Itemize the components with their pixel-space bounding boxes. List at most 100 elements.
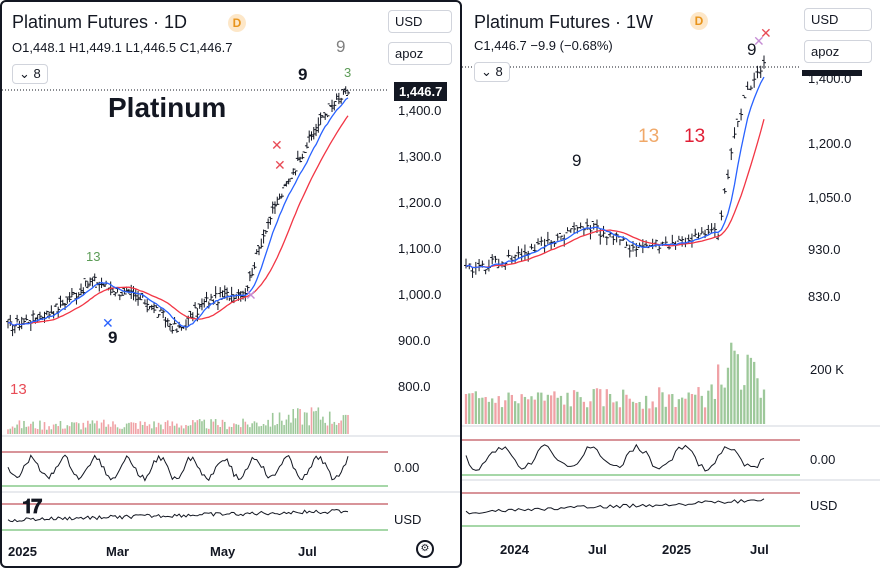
signal-marker-icon: ✕ bbox=[245, 287, 257, 303]
volume-bar bbox=[641, 408, 644, 424]
volume-bar bbox=[703, 407, 707, 424]
volume-bar bbox=[615, 401, 618, 424]
volume-bar bbox=[671, 394, 674, 424]
volume-bar bbox=[139, 421, 142, 434]
volume-bar bbox=[464, 394, 468, 424]
volume-bar bbox=[271, 412, 274, 434]
right-indicator-count: 8 bbox=[495, 64, 503, 79]
volume-bar bbox=[11, 426, 14, 434]
settings-gear-icon[interactable]: ⚙ bbox=[416, 540, 434, 558]
right-chart-panel[interactable]: 9 13 13 9 ✕ ✕ Platinum Futures · 1W D C1,446.… bbox=[462, 0, 880, 568]
td-sequential-label: 13 bbox=[86, 249, 100, 264]
volume-bar bbox=[569, 406, 572, 424]
right-currency-selector[interactable]: USD bbox=[804, 8, 872, 31]
volume-bar bbox=[661, 392, 664, 424]
left-currency-selector[interactable]: USD bbox=[388, 10, 452, 33]
left-bottom-currency: USD bbox=[394, 512, 422, 527]
volume-bar bbox=[68, 426, 71, 434]
left-delay-badge[interactable]: D bbox=[228, 14, 246, 32]
volume-bar bbox=[674, 407, 677, 424]
volume-bar bbox=[317, 407, 320, 434]
volume-bar bbox=[103, 419, 105, 434]
left-chart-panel[interactable]: 9 9 13 9 13 3 ✕ ✕ ✕ ✕ Platinum Futures · 1D D O1,… bbox=[0, 0, 462, 568]
volume-bar bbox=[198, 419, 201, 434]
signal-marker-icon: ✕ bbox=[760, 25, 772, 41]
right-indicators-toggle[interactable]: ⌄ 8 bbox=[474, 62, 510, 82]
volume-bar bbox=[171, 421, 174, 434]
volume-bar bbox=[484, 397, 487, 424]
left-last-price-label: 1,446.7 bbox=[394, 82, 448, 101]
volume-bar bbox=[244, 421, 247, 434]
volume-bar bbox=[746, 354, 749, 424]
volume-bar bbox=[308, 425, 311, 434]
volume-bar bbox=[100, 422, 103, 434]
volume-bar bbox=[59, 421, 62, 434]
volume-bar bbox=[246, 424, 249, 434]
volume-bar bbox=[276, 424, 279, 434]
tradingview-logo-icon[interactable]: 𝟏𝟕 bbox=[22, 496, 42, 518]
volume-bar bbox=[319, 419, 322, 434]
volume-bar bbox=[267, 419, 269, 434]
volume-bar bbox=[221, 419, 224, 434]
volume-bar bbox=[114, 424, 117, 434]
volume-bar bbox=[471, 393, 474, 424]
price-tick-label: 1,000.0 bbox=[398, 287, 442, 302]
volume-bar bbox=[487, 401, 491, 424]
volume-bar bbox=[96, 420, 98, 434]
volume-bar bbox=[527, 399, 530, 424]
volume-bar bbox=[303, 412, 306, 434]
left-chart-canvas[interactable]: 9 9 13 9 13 3 ✕ ✕ ✕ ✕ bbox=[2, 2, 460, 566]
volume-bar bbox=[328, 411, 331, 434]
time-tick-label: 2025 bbox=[8, 544, 37, 559]
volume-bar bbox=[579, 397, 582, 424]
right-scale-mode[interactable]: apoz bbox=[804, 40, 872, 63]
volume-bar bbox=[251, 423, 253, 434]
td-sequential-label: 9 bbox=[572, 151, 581, 170]
red-moving-average-line bbox=[7, 115, 349, 326]
volume-bar bbox=[187, 425, 190, 434]
volume-bar bbox=[121, 428, 123, 434]
volume-bar bbox=[14, 427, 16, 434]
time-tick-label: Mar bbox=[106, 544, 130, 559]
volume-bar bbox=[80, 429, 82, 434]
volume-bar bbox=[753, 361, 756, 424]
volume-bar bbox=[249, 427, 251, 434]
volume-bar bbox=[654, 407, 658, 424]
volume-bar bbox=[677, 399, 681, 424]
volume-bar bbox=[338, 422, 340, 434]
volume-bar bbox=[25, 426, 28, 434]
right-delay-badge[interactable]: D bbox=[690, 12, 708, 30]
volume-bar bbox=[173, 425, 176, 434]
volume-bar bbox=[23, 420, 25, 434]
volume-bar bbox=[644, 395, 648, 424]
volume-bar bbox=[194, 422, 196, 434]
volume-bar bbox=[50, 429, 53, 434]
volume-bar bbox=[335, 424, 338, 434]
volume-bar bbox=[48, 426, 50, 434]
volume-bar bbox=[658, 387, 661, 424]
volume-bar bbox=[283, 424, 285, 434]
volume-bar bbox=[494, 402, 497, 424]
right-chart-canvas[interactable]: 913 139✕✕ bbox=[462, 0, 880, 568]
td-sequential-label: 9 bbox=[336, 37, 345, 56]
volume-bar bbox=[324, 422, 326, 434]
volume-bar bbox=[700, 395, 703, 424]
volume-bar bbox=[664, 406, 667, 424]
volume-bar bbox=[612, 402, 615, 424]
volume-bar bbox=[153, 421, 155, 434]
volume-bar bbox=[592, 389, 595, 424]
volume-bar bbox=[333, 421, 336, 434]
volume-bar bbox=[27, 426, 30, 434]
signal-marker-icon: ✕ bbox=[274, 157, 286, 173]
td-sequential-label: 13 bbox=[684, 126, 705, 147]
left-indicators-toggle[interactable]: ⌄ 8 bbox=[12, 64, 48, 84]
volume-bar bbox=[132, 422, 135, 434]
volume-bar bbox=[589, 401, 592, 424]
left-scale-mode[interactable]: apoz bbox=[388, 42, 452, 65]
volume-bar bbox=[322, 416, 324, 434]
td-sequential-label: 9 bbox=[108, 328, 117, 347]
volume-bar bbox=[710, 384, 713, 424]
volume-bar bbox=[530, 396, 533, 424]
price-tick-label: 830.0 bbox=[808, 289, 841, 304]
price-tick-label: 1,100.0 bbox=[398, 241, 442, 256]
